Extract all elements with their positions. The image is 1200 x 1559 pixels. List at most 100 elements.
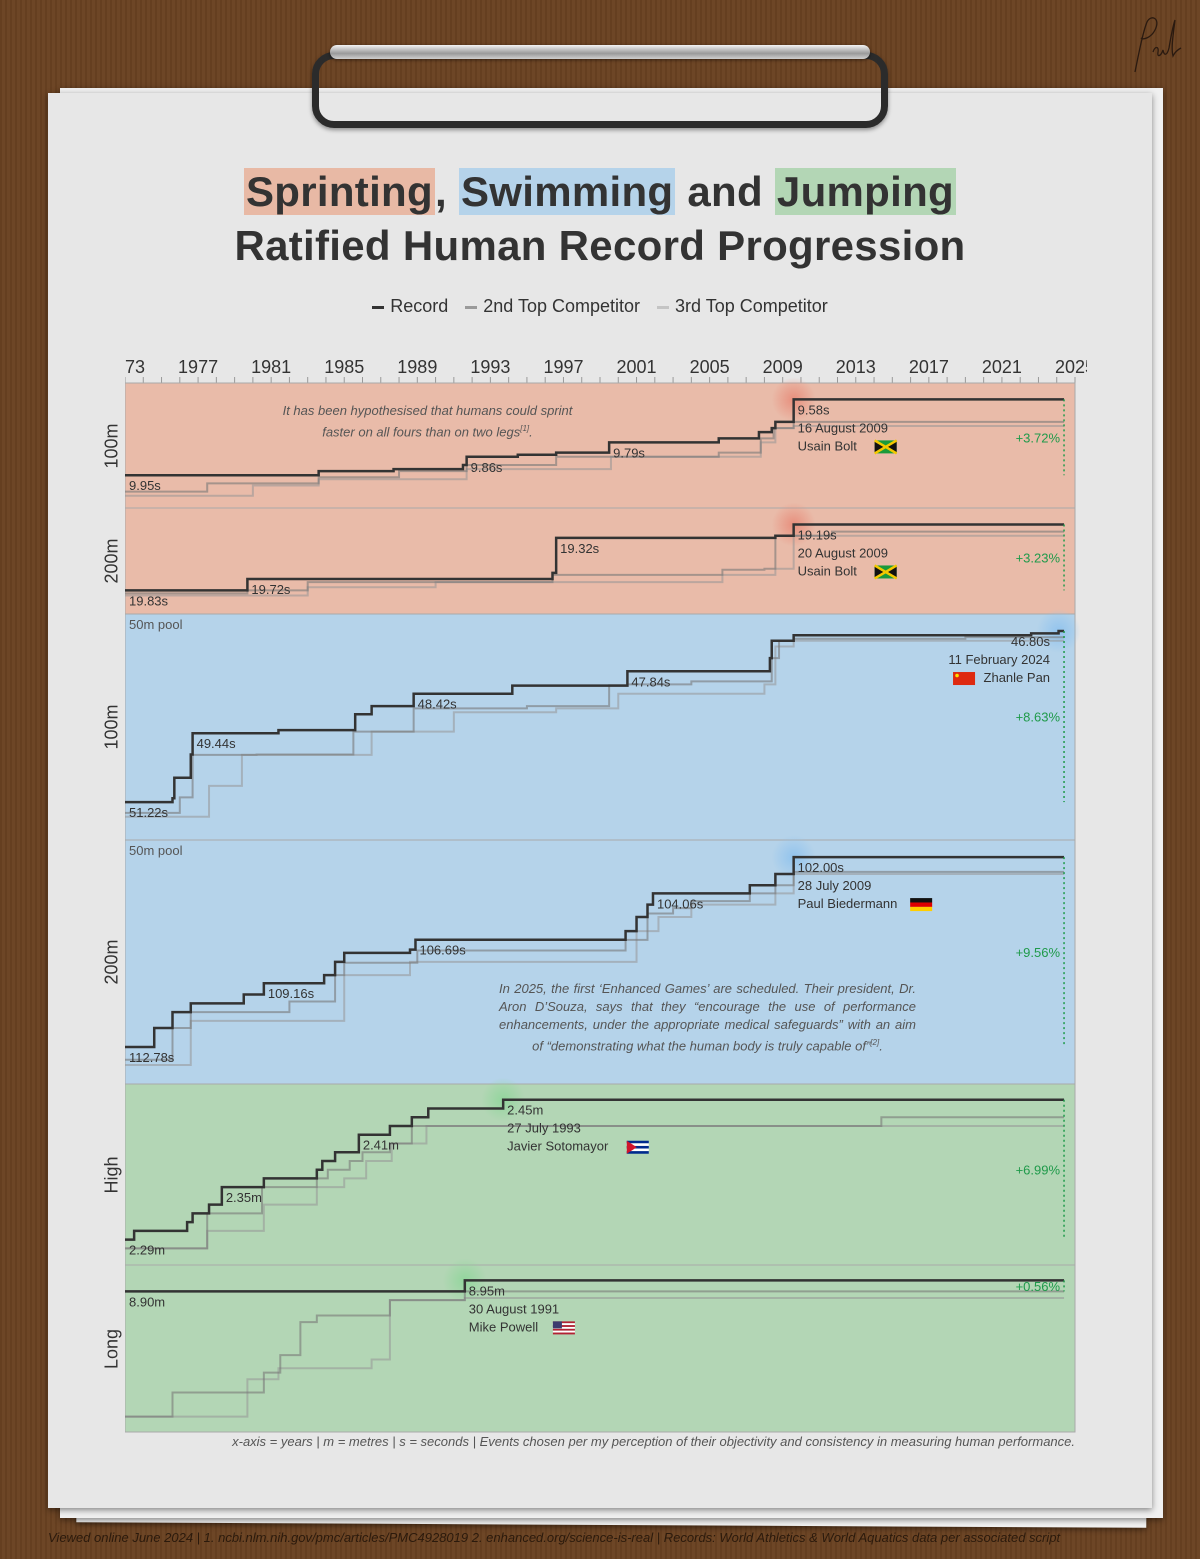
value-label: 49.44s [197, 736, 237, 751]
record-value-label: 9.58s [798, 402, 830, 417]
flag-part [552, 1332, 575, 1335]
record-line [125, 523, 1065, 592]
swim-note-text: In 2025, the first ‘Enhanced Games’ are … [499, 981, 916, 1054]
usa-flag-icon [552, 1321, 575, 1335]
flag-part [626, 1143, 649, 1146]
x-tick-label: 1993 [470, 357, 510, 377]
panel-background [125, 382, 1076, 509]
value-label: 8.90m [129, 1294, 165, 1309]
second-competitor-line [125, 1290, 1065, 1418]
clipboard-clip-bar [330, 45, 870, 59]
x-tick-label: 1997 [543, 357, 583, 377]
value-label: 109.16s [268, 986, 315, 1001]
value-label: 51.22s [129, 805, 169, 820]
value-label: 48.42s [418, 697, 458, 712]
panel-label: 200m [101, 538, 122, 584]
improvement-label: +3.23% [1016, 550, 1061, 565]
value-label: 106.69s [419, 943, 466, 958]
record-holder-name: Paul Biedermann [798, 896, 898, 911]
record-line [125, 855, 1065, 1049]
axis-caption: x-axis = years | m = metres | s = second… [232, 1434, 1075, 1449]
value-label: 9.79s [613, 445, 645, 460]
flag-part [874, 439, 898, 455]
x-tick-label: 1985 [324, 357, 364, 377]
sources-footer: Viewed online June 2024 | 1. ncbi.nlm.ni… [48, 1530, 1061, 1545]
second-competitor-line [125, 870, 1065, 1061]
record-date-label: 30 August 1991 [469, 1301, 559, 1316]
improvement-label: +0.56% [1016, 1279, 1061, 1294]
panel-background [125, 1264, 1076, 1433]
x-tick-label: 2025 [1055, 357, 1087, 377]
record-line [125, 398, 1065, 477]
legend-label: 3rd Top Competitor [675, 296, 828, 316]
flag-part [955, 673, 959, 678]
value-label: 9.95s [129, 478, 161, 493]
flag-part [626, 1140, 649, 1144]
panel-background [125, 613, 1076, 841]
value-label: 112.78s [129, 1050, 175, 1065]
panel-label: 200m [101, 939, 122, 985]
record-date-label: 20 August 2009 [798, 545, 888, 560]
flag-part [910, 898, 933, 903]
second-competitor-line [125, 530, 1065, 595]
record-date-label: 11 February 2024 [948, 652, 1050, 667]
value-label: 2.29m [129, 1243, 165, 1258]
cuba-flag-icon [626, 1140, 649, 1154]
x-tick-label: 2009 [763, 357, 803, 377]
x-tick-label: 2013 [836, 357, 876, 377]
germany-flag-icon [910, 898, 933, 912]
title-jumping: Jumping [774, 168, 957, 215]
improvement-label: +8.63% [1016, 710, 1061, 725]
sprint-note-text: It has been hypothesised that humans cou… [282, 403, 573, 440]
panel-label: 100m [101, 704, 122, 750]
record-date-label: 28 July 2009 [798, 878, 872, 893]
legend-label: 2nd Top Competitor [483, 296, 641, 316]
flag-part [626, 1145, 649, 1149]
legend-second: 2nd Top Competitor [465, 296, 640, 316]
flag-part [910, 906, 933, 912]
x-tick-label: 2021 [982, 357, 1022, 377]
flag-part [626, 1140, 637, 1154]
china-flag-icon [953, 672, 976, 686]
sprint-note: It has been hypothesised that humans cou… [282, 403, 573, 440]
legend: Record 2nd Top Competitor 3rd Top Compet… [0, 296, 1200, 317]
value-label: 2.35m [226, 1190, 262, 1205]
value-label: 19.83s [129, 593, 169, 608]
improvement-label: +6.99% [1016, 1163, 1061, 1178]
record-holder-name: Usain Bolt [798, 438, 858, 453]
record-line [125, 1098, 1065, 1241]
panel-background [125, 1083, 1076, 1266]
sprint-note-ref: [1] [520, 424, 530, 433]
swim-note-ref: [2] [870, 1038, 880, 1047]
flag-part [626, 1151, 649, 1154]
chart-title-line1: Sprinting, Swimming and Jumping [0, 168, 1200, 216]
improvement-label: +9.56% [1016, 945, 1061, 960]
second-competitor-line [125, 420, 1065, 493]
signature [1134, 17, 1182, 73]
record-holder-name: Javier Sotomayor [507, 1139, 609, 1154]
legend-third: 3rd Top Competitor [657, 296, 828, 316]
value-label: 9.86s [471, 460, 503, 475]
second-competitor-line [125, 1116, 1065, 1250]
record-value-label: 2.45m [507, 1103, 543, 1118]
flag-part [552, 1321, 562, 1329]
pool-label: 50m pool [129, 617, 183, 632]
legend-label: Record [390, 296, 449, 316]
flag-part [910, 902, 933, 907]
panel-label: Long [101, 1328, 122, 1369]
panel-label: 100m [101, 422, 122, 469]
value-label: 19.32s [560, 541, 600, 556]
third-competitor-line [125, 639, 1065, 818]
flag-part [552, 1321, 575, 1324]
record-date-label: 16 August 2009 [798, 420, 888, 435]
title-swimming: Swimming [458, 168, 676, 215]
flag-part [552, 1325, 575, 1327]
record-holder-name: Zhanle Pan [984, 670, 1051, 685]
record-value-label: 8.95m [469, 1283, 505, 1298]
record-holder-name: Usain Bolt [798, 563, 858, 578]
title-and: and [687, 168, 763, 215]
value-label: 2.41m [363, 1138, 399, 1153]
record-line [125, 1279, 1065, 1293]
value-label: 104.06s [657, 896, 704, 911]
title-comma: , [434, 168, 447, 215]
